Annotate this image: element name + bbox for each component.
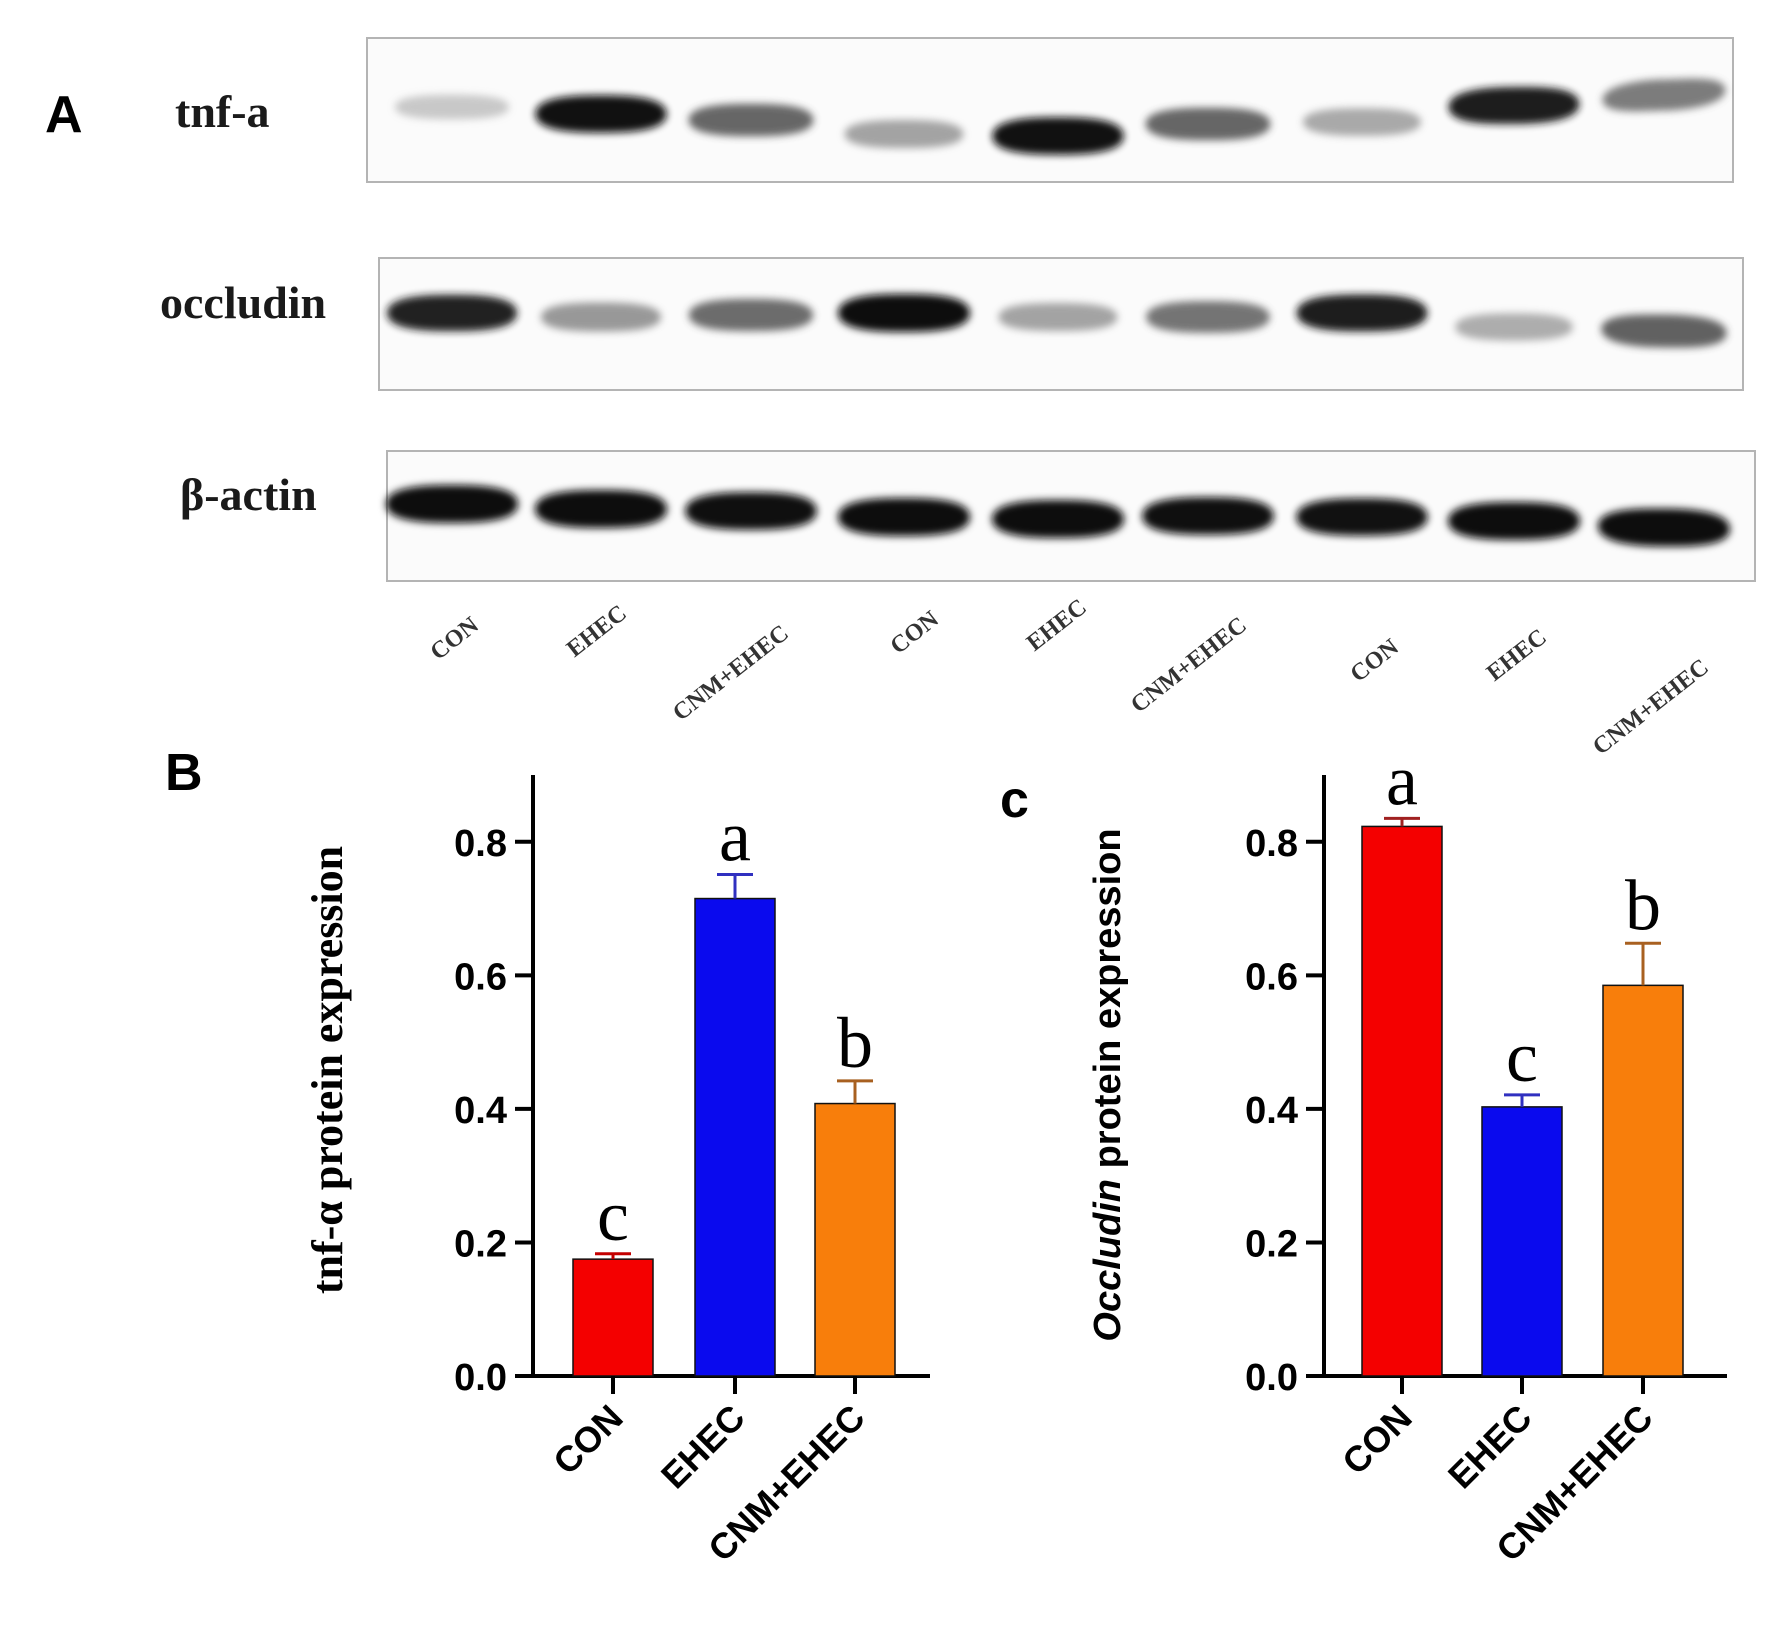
lane-label: CON: [426, 612, 485, 666]
tnf-alpha-chart: 0.0 0.2 0.4 0.6 0.8 tnf-α protein expression c…: [303, 775, 930, 1569]
significance-letter: a: [1386, 740, 1418, 820]
y-tick-label: 0.0: [1245, 1357, 1298, 1399]
blot-band: [541, 302, 661, 332]
blot-band: [1146, 301, 1270, 333]
blot-band: [386, 485, 518, 523]
bar: [1602, 984, 1684, 1377]
panel-label-a: A: [45, 86, 83, 144]
western-blot: tnf-a occludin β-actin CON EHEC CNM+EHEC CON EH…: [160, 37, 1756, 760]
blot-band: [1455, 313, 1573, 341]
bar: [694, 897, 776, 1377]
y-tick-label: 0.8: [454, 823, 507, 865]
lane-label: EHEC: [1022, 594, 1092, 656]
y-tick-label: 0.2: [454, 1223, 507, 1265]
significance-letter: b: [837, 1003, 873, 1083]
bar: [1361, 825, 1443, 1377]
protein-label: β-actin: [180, 469, 317, 520]
significance-letter: b: [1625, 865, 1661, 945]
y-tick-label: 0.2: [1245, 1223, 1298, 1265]
blot-band: [1448, 86, 1580, 125]
blot-band: [386, 294, 518, 332]
x-tick-label: EHEC: [1440, 1397, 1540, 1497]
blot-band: [1302, 108, 1422, 136]
lane-label: EHEC: [562, 600, 632, 662]
panel-label-c: c: [1000, 771, 1029, 829]
blot-band: [1296, 498, 1428, 536]
blot-band: [992, 117, 1124, 155]
blot-band: [1601, 314, 1727, 348]
occludin-chart: 0.0 0.2 0.4 0.6 0.8 Occludin protein expressi…: [1087, 740, 1727, 1569]
blot-band: [1598, 508, 1730, 547]
blot-band: [1142, 497, 1274, 535]
panel-label-b: B: [165, 744, 203, 802]
blot-band: [535, 95, 667, 133]
y-tick-label: 0.6: [454, 956, 507, 998]
blot-band: [838, 498, 970, 536]
blot-band: [838, 294, 970, 332]
y-tick-label: 0.4: [1245, 1090, 1298, 1132]
protein-label: tnf-a: [175, 86, 270, 137]
blot-band: [1296, 294, 1428, 332]
protein-label: occludin: [160, 277, 326, 328]
lane-label: CNM+EHEC: [668, 620, 794, 726]
blot-band: [688, 103, 814, 137]
y-tick-label: 0.6: [1245, 956, 1298, 998]
blot-band: [1602, 78, 1726, 112]
bar: [814, 1102, 896, 1377]
bar: [572, 1258, 654, 1377]
significance-letter: a: [719, 796, 751, 876]
lane-label: CNM+EHEC: [1588, 654, 1714, 760]
blot-band: [844, 119, 964, 149]
significance-letter: c: [597, 1176, 629, 1256]
blot-band: [998, 302, 1118, 332]
lane-label: CON: [1346, 634, 1405, 688]
y-tick-label: 0.0: [454, 1357, 507, 1399]
blot-band: [395, 94, 509, 120]
blot-band: [1448, 502, 1580, 540]
significance-letter: c: [1506, 1017, 1538, 1097]
bar: [1481, 1106, 1563, 1377]
x-tick-label: EHEC: [653, 1397, 753, 1497]
y-axis-label: tnf-α protein expression: [303, 846, 352, 1294]
y-tick-label: 0.4: [454, 1090, 507, 1132]
lane-label: CNM+EHEC: [1126, 612, 1252, 718]
lane-label: CON: [886, 606, 945, 660]
blot-band: [535, 490, 667, 528]
blot-band: [992, 500, 1124, 538]
x-tick-label: CON: [545, 1397, 631, 1483]
blot-band: [1145, 107, 1271, 141]
x-tick-label: CON: [1334, 1397, 1420, 1483]
blot-band: [685, 492, 817, 530]
blot-band: [688, 298, 814, 332]
y-tick-label: 0.8: [1245, 823, 1298, 865]
y-axis-label: Occludin protein expression: [1087, 828, 1129, 1341]
lane-label: EHEC: [1482, 624, 1552, 686]
